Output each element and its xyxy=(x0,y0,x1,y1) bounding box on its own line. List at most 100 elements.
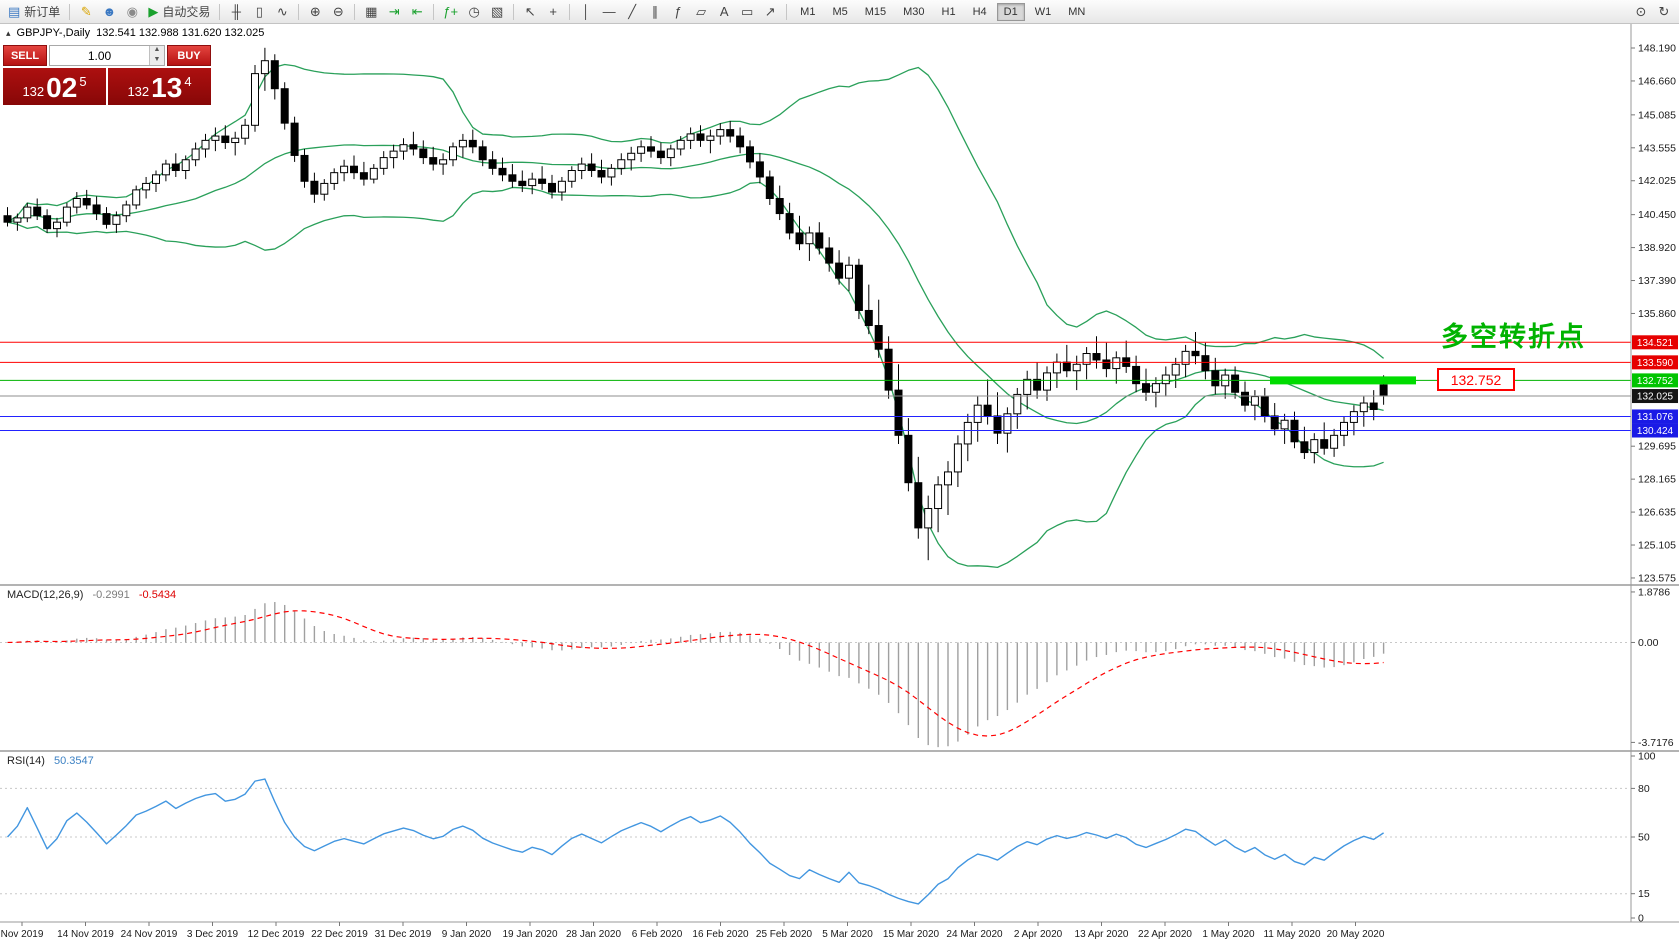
macd-axis-label: -3.7176 xyxy=(1638,737,1674,749)
price-tag xyxy=(1632,373,1678,388)
candle xyxy=(488,159,497,169)
toolbar-separator xyxy=(69,3,71,20)
toolbar-zoom-out-button[interactable]: ⊖ xyxy=(327,2,349,22)
candle xyxy=(251,73,259,126)
candle xyxy=(300,154,309,182)
date-label: 20 May 2020 xyxy=(1327,929,1385,940)
timeframe-D1-button[interactable]: D1 xyxy=(996,2,1025,21)
toolbar-candlestick-chart-button[interactable]: ▯ xyxy=(248,2,270,22)
candle xyxy=(845,264,853,279)
candle xyxy=(152,174,160,184)
candle xyxy=(1151,383,1160,393)
toolbar-equidistant-channel-button[interactable]: ∥ xyxy=(644,2,666,22)
price-axis[interactable]: 148.190 146.660 145.085 143.555 142.025 140.4… xyxy=(1631,43,1676,585)
toolbar-line-chart-button[interactable]: ∿ xyxy=(271,2,293,22)
toolbar-indicators-button[interactable]: ƒ+ xyxy=(439,2,462,22)
candle xyxy=(953,443,962,473)
toolbar-search-button[interactable]: ⊙ xyxy=(1630,2,1652,22)
date-label: 1 May 2020 xyxy=(1202,929,1255,940)
pane-separator[interactable] xyxy=(0,584,1679,586)
toolbar-metaeditor-button[interactable]: ✎ xyxy=(75,2,97,22)
timeframe-M5-button[interactable]: M5 xyxy=(832,5,848,18)
candle xyxy=(359,172,368,180)
timeframe-MN-button[interactable]: MN xyxy=(1068,5,1086,18)
volume-up-button[interactable]: ▲ xyxy=(150,46,164,56)
rsi-axis-label: 15 xyxy=(1638,888,1650,900)
toolbar-horizontal-line-button[interactable]: — xyxy=(598,2,620,22)
toolbar-zoom-in-button[interactable]: ⊕ xyxy=(304,2,326,22)
timeframe-W1-button[interactable]: W1 xyxy=(1034,5,1052,18)
price-tick-label: 146.660 xyxy=(1638,75,1676,87)
candle xyxy=(914,482,923,529)
pane-separator[interactable] xyxy=(0,750,1679,752)
price-tick-label: 125.105 xyxy=(1638,540,1676,552)
toolbar-autotrading-button[interactable]: ▶ 自动交易 xyxy=(144,2,214,22)
toolbar-new-order-button[interactable]: ▤ 新订单 xyxy=(4,2,64,22)
toolbar-fibonacci-button[interactable]: ƒ xyxy=(667,2,689,22)
one-click-collapse-icon[interactable]: ▴ xyxy=(6,27,11,38)
candle xyxy=(449,146,457,161)
candle xyxy=(983,404,992,417)
price-level-label[interactable]: 132.752 xyxy=(1437,368,1515,391)
buy-button[interactable]: BUY xyxy=(167,45,211,66)
timeframe-M1-button[interactable]: M1 xyxy=(800,5,816,18)
candle xyxy=(310,180,319,195)
toolbar-arrows-button[interactable]: ↗ xyxy=(759,2,781,22)
toolbar-signals-button[interactable]: ◉ xyxy=(121,2,143,22)
candle xyxy=(815,232,824,249)
volume-down-button[interactable]: ▼ xyxy=(150,55,164,65)
candle xyxy=(231,137,240,144)
toolbar-refresh-button[interactable]: ↻ xyxy=(1653,2,1675,22)
candle xyxy=(656,150,665,159)
candle xyxy=(854,264,863,311)
toolbar-vertical-line-button[interactable]: │ xyxy=(575,2,597,22)
candle xyxy=(122,204,131,217)
price-tick-label: 123.575 xyxy=(1638,572,1676,584)
zoom-in-icon: ⊕ xyxy=(309,4,321,19)
candle xyxy=(260,60,269,75)
macd-name: MACD(12,26,9) xyxy=(7,589,84,601)
toolbar-templates-button[interactable]: ▧ xyxy=(486,2,508,22)
toolbar-text-button[interactable]: A xyxy=(713,2,735,22)
sell-button[interactable]: SELL xyxy=(3,45,47,66)
timeframe-M30-button[interactable]: M30 xyxy=(903,5,925,18)
mql5-community-icon: ☻ xyxy=(102,4,117,19)
date-label: 22 Apr 2020 xyxy=(1138,929,1192,940)
macd-signal-line xyxy=(7,610,1384,737)
toolbar-crosshair-button[interactable]: + xyxy=(542,2,564,22)
timeframe-M15-button[interactable]: M15 xyxy=(864,5,887,18)
toolbar-bar-chart-button[interactable]: ╫ xyxy=(225,2,247,22)
chart-title: ▴ GBPJPY-,Daily 132.541 132.988 131.620 … xyxy=(6,27,264,39)
toolbar-separator xyxy=(786,3,788,20)
toolbar-geometric-shapes-button[interactable]: ▱ xyxy=(690,2,712,22)
toolbar-mql5-community-button[interactable]: ☻ xyxy=(98,2,120,22)
timeframe-H1-button[interactable]: H1 xyxy=(941,5,956,18)
candle xyxy=(1310,439,1319,454)
new-order-icon: ▤ xyxy=(8,4,21,19)
toolbar-chart-shift-button[interactable]: ⇤ xyxy=(406,2,428,22)
candle xyxy=(785,213,794,234)
toolbar-text-label-button[interactable]: ▭ xyxy=(736,2,758,22)
price-tick-label: 148.190 xyxy=(1638,43,1676,55)
date-label: 24 Nov 2019 xyxy=(121,929,178,940)
toolbar-auto-scroll-button[interactable]: ⇥ xyxy=(383,2,405,22)
annotation-text[interactable]: 多空转折点 xyxy=(1441,322,1586,352)
candlesticks[interactable] xyxy=(3,47,1388,561)
chart-ohlc-values: 132.541 132.988 131.620 132.025 xyxy=(96,27,265,39)
toolbar-periods-button[interactable]: ◷ xyxy=(463,2,485,22)
time-axis[interactable]: Nov 2019 14 Nov 2019 24 Nov 2019 3 Dec 2019… xyxy=(1,922,1385,940)
horizontal-line-icon: — xyxy=(602,4,616,19)
candle xyxy=(647,146,655,152)
timeframe-H4-button[interactable]: H4 xyxy=(972,5,987,18)
toolbar-trendline-button[interactable]: ╱ xyxy=(621,2,643,22)
chart-symbol-period: GBPJPY-,Daily xyxy=(16,27,91,39)
ask-price-box[interactable]: 132 13 4 xyxy=(108,68,211,105)
candle xyxy=(538,178,547,184)
candle xyxy=(1142,383,1150,393)
highlight-bar[interactable] xyxy=(1270,376,1416,385)
toolbar-cursor-button[interactable]: ↖ xyxy=(519,2,541,22)
volume-input[interactable] xyxy=(50,46,149,65)
bid-price-box[interactable]: 132 02 5 xyxy=(3,68,106,105)
toolbar-tile-windows-button[interactable]: ▦ xyxy=(360,2,382,22)
